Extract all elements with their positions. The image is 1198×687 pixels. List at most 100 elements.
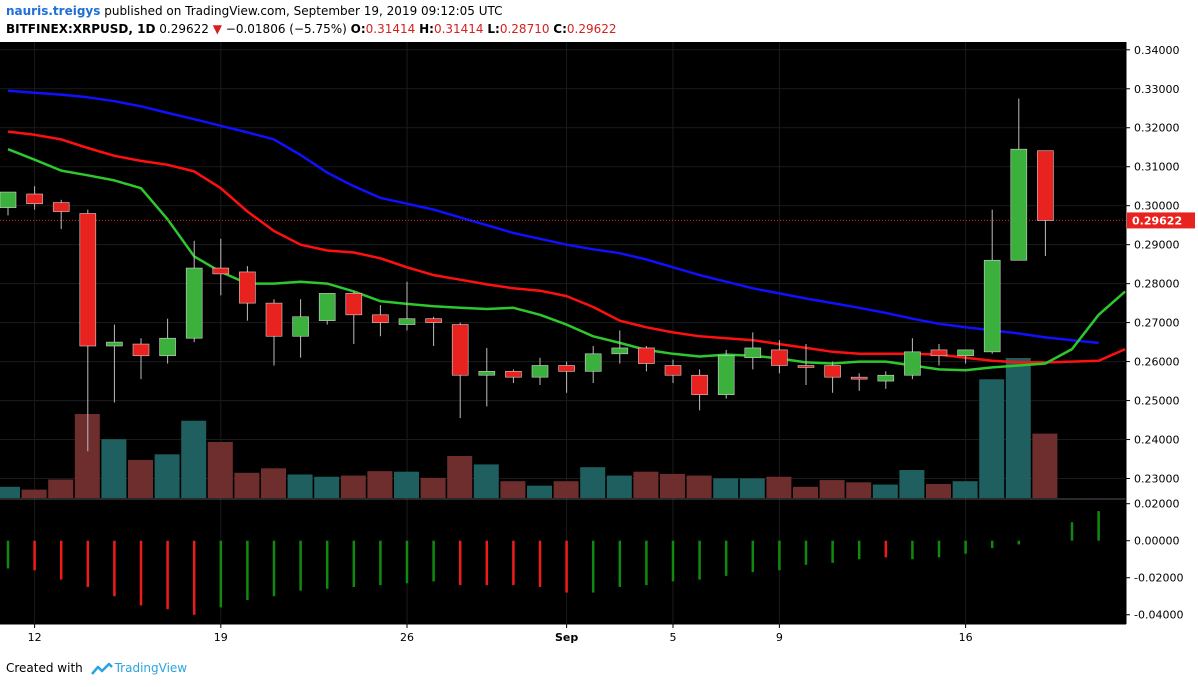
volume-bar [606,475,632,498]
price-change: −0.01806 (−5.75%) [225,22,347,36]
indicator-tick-label: 0.02000 [1134,498,1180,511]
volume-bar [101,439,127,498]
candle-body [159,337,176,357]
time-axis-background [0,624,1198,654]
price-tick-label: 0.33000 [1134,83,1180,96]
candle-body [478,371,496,376]
price-chart[interactable]: 0.34000 0.33000 0.32000 0.31000 0.30000 0.290… [0,42,1198,654]
last-price: 0.29622 [159,22,209,36]
candle-body [1010,148,1028,261]
indicator-tick-label: 0.00000 [1134,535,1180,548]
candle-body [584,353,602,372]
volume-bar [713,478,739,498]
volume-bar [234,472,260,498]
price-tick-label: 0.28000 [1134,278,1180,291]
candle-body [26,193,43,205]
time-tick-label: 26 [400,631,414,644]
price-tick-label: 0.25000 [1134,395,1180,408]
price-tick-label: 0.26000 [1134,356,1180,369]
volume-bar [793,486,818,498]
time-tick-label: 12 [28,631,42,644]
high-value: 0.31414 [433,22,484,36]
symbol-label: BITFINEX:XRPUSD, 1D [6,22,156,36]
price-tick-label: 0.23000 [1134,473,1180,486]
current-price-label-bg [1127,212,1195,229]
price-tick-label: 0.24000 [1134,434,1180,447]
author-name[interactable]: nauris.treigys [6,4,101,18]
volume-bar [926,484,951,498]
volume-bar [660,473,685,498]
down-arrow-icon: ▼ [212,22,222,36]
volume-bar [1005,358,1031,498]
volume-bar [686,475,712,498]
candle-body [52,202,70,212]
volume-bar [21,489,47,498]
candle-body [398,318,416,325]
volume-bar [766,476,792,498]
price-tick-label: 0.32000 [1134,122,1180,135]
candle-body [717,355,735,396]
tradingview-logo-icon [90,662,113,675]
current-price-label: 0.29622 [1132,214,1182,227]
created-with-text: Created with [6,661,83,675]
volume-bar [207,442,233,498]
candle-body [877,374,895,382]
candle-body [212,267,230,275]
tradingview-brand[interactable]: TradingView [114,661,188,675]
candle-body [850,376,868,380]
candle-body [983,259,1001,353]
volume-bar [314,476,340,498]
candle-body [372,314,389,323]
indicator-tick-label: -0.04000 [1134,609,1183,622]
volume-bar [979,379,1005,498]
candle-body [106,341,123,347]
volume-bar [580,467,606,498]
price-tick-label: 0.34000 [1134,44,1180,57]
candle-body [744,347,762,358]
published-text: published on TradingView.com, September … [104,4,503,18]
volume-bar [0,486,20,498]
moving-average-blue [7,89,1099,345]
candle-body [345,293,363,316]
candle-body [265,302,283,337]
open-label: O: [350,22,366,36]
candle-body [185,267,203,339]
price-tick-label: 0.27000 [1134,317,1180,330]
candle-body [425,318,442,323]
candle-body [132,343,150,357]
candle-body [664,365,682,376]
volume-bar [261,468,286,498]
time-tick-label: 9 [776,631,783,644]
time-tick-label: 19 [214,631,228,644]
time-tick-label: Sep [555,631,578,644]
volume-bar [420,477,446,498]
volume-bar [128,459,153,498]
open-value: 0.31414 [365,22,416,36]
time-tick-label: 16 [959,631,973,644]
volume-bar [340,475,366,498]
volume-bar [287,474,313,498]
candle-body [638,347,655,364]
candle-body [79,213,97,347]
price-tick-label: 0.30000 [1134,200,1180,213]
volume-bar [1032,433,1058,498]
candle-body [1037,150,1054,221]
candle-body [531,365,549,378]
indicator-tick-label: -0.02000 [1134,572,1183,585]
volume-bar [367,471,393,498]
volume-bar [553,481,579,498]
candle-body [611,347,629,355]
price-tick-label: 0.29000 [1134,239,1180,252]
plot-background [0,42,1126,624]
volume-bar [181,420,207,498]
candle-body [824,365,841,378]
volume-bar [819,480,845,498]
price-tick-label: 0.31000 [1134,161,1180,174]
candle-body [505,371,522,378]
candle-body [0,191,17,208]
volume-bar [394,471,419,498]
candle-body [771,349,788,366]
volume-bar [739,478,765,498]
volume-bar [500,481,526,498]
candle-body [239,271,256,304]
